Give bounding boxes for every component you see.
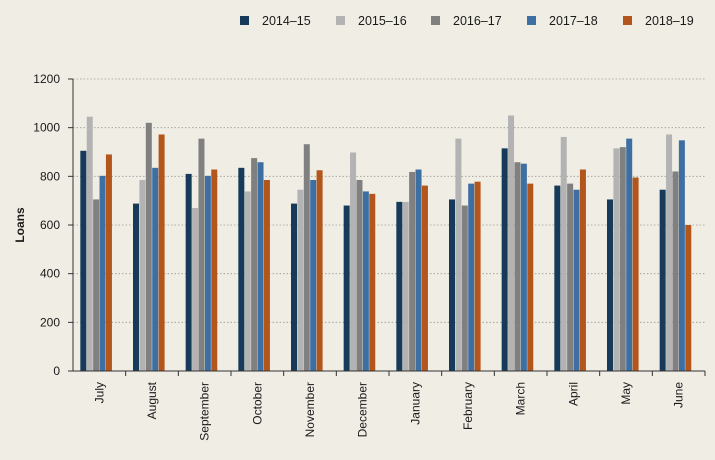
bar-2014–15-October: [238, 167, 245, 371]
bar-2014–15-May: [607, 199, 613, 371]
bar-2015–16-October: [244, 191, 251, 371]
x-tick-label: April: [566, 382, 580, 406]
bar-2018–19-August: [158, 134, 165, 371]
bar-2014–15-August: [133, 203, 139, 371]
bar-2015–16-March: [508, 115, 515, 371]
bar-2017–18-July: [99, 175, 106, 371]
bar-2014–15-December: [343, 205, 350, 371]
bar-2018–19-September: [211, 169, 218, 371]
bar-2017–18-April: [573, 189, 580, 371]
legend-label: 2018–19: [645, 14, 694, 28]
y-tick-label: 800: [40, 169, 60, 183]
bar-2018–19-January: [421, 185, 428, 371]
bar-2014–15-March: [501, 148, 508, 371]
bar-2014–15-November: [291, 203, 297, 371]
bar-2015–16-May: [613, 148, 620, 371]
bar-2018–19-May: [632, 177, 639, 371]
bar-2015–16-April: [560, 136, 567, 371]
bar-2015–16-August: [139, 179, 146, 371]
bar-2014–15-April: [554, 185, 561, 371]
bar-2016–17-July: [93, 199, 100, 371]
bar-2016–17-February: [461, 205, 468, 371]
bar-2017–18-January: [415, 169, 422, 371]
bar-2017–18-May: [626, 138, 633, 371]
bar-2017–18-November: [310, 179, 317, 371]
y-tick-label: 200: [40, 315, 60, 329]
bar-2015–16-February: [455, 138, 462, 371]
bar-2016–17-September: [198, 138, 205, 371]
bar-2017–18-June: [678, 140, 685, 371]
x-tick-label: December: [356, 382, 370, 437]
bar-2017–18-December: [362, 191, 369, 371]
legend-swatch: [623, 16, 632, 25]
bar-2017–18-March: [520, 163, 527, 371]
bar-2015–16-January: [402, 201, 409, 371]
x-tick-label: October: [250, 382, 264, 425]
bar-2016–17-December: [356, 179, 363, 371]
x-tick-labels: July August September October November Decemb…: [92, 381, 685, 440]
bar-2018–19-March: [527, 183, 534, 371]
x-tick-label: January: [408, 382, 422, 425]
bar-2016–17-August: [145, 122, 152, 371]
gridlines: [73, 78, 705, 323]
bar-2018–19-July: [105, 154, 112, 371]
y-tick-label: 600: [40, 218, 60, 232]
bar-2017–18-October: [257, 162, 264, 371]
x-tick-label: March: [514, 382, 528, 415]
x-tick-label: July: [92, 382, 106, 403]
bar-2014–15-June: [659, 189, 666, 371]
bar-2016–17-March: [514, 162, 521, 371]
legend: 2014–15 2015–16 2016–17 2017–18 2018–19: [240, 14, 694, 28]
bar-2018–19-April: [579, 169, 586, 371]
bar-2014–15-February: [449, 199, 455, 371]
legend-label: 2017–18: [549, 14, 598, 28]
bar-2018–19-June: [685, 225, 692, 371]
bar-2018–19-November: [316, 170, 323, 371]
legend-label: 2016–17: [453, 14, 502, 28]
legend-swatch: [527, 16, 536, 25]
bar-2015–16-June: [666, 134, 673, 371]
legend-label: 2014–15: [262, 14, 311, 28]
legend-swatch: [336, 16, 345, 25]
bar-2015–16-December: [350, 152, 357, 371]
bars: [80, 115, 692, 371]
y-tick-label: 1200: [33, 72, 60, 86]
y-tick-label: 400: [40, 267, 60, 281]
bar-2017–18-August: [152, 167, 159, 371]
legend-label: 2015–16: [358, 14, 407, 28]
bar-2014–15-September: [185, 173, 192, 371]
x-tick-label: June: [672, 382, 686, 408]
axes: [68, 78, 706, 376]
bar-2015–16-September: [192, 207, 199, 371]
bar-2016–17-October: [251, 158, 258, 371]
bar-2015–16-November: [297, 189, 304, 371]
bar-2018–19-February: [474, 181, 481, 371]
x-tick-label: November: [303, 382, 317, 437]
bar-2016–17-May: [619, 147, 626, 371]
bar-2016–17-June: [672, 171, 679, 371]
y-tick-labels: 0 200 400 600 800 1000 1200: [33, 72, 60, 378]
legend-swatch: [431, 16, 440, 25]
y-tick-label: 0: [53, 364, 60, 378]
x-tick-label: May: [619, 382, 633, 405]
x-tick-label: September: [198, 382, 212, 441]
y-axis-title: Loans: [13, 207, 27, 243]
bar-2018–19-October: [263, 179, 270, 371]
x-tick-label: August: [145, 381, 159, 419]
x-tick-label: February: [461, 382, 475, 430]
bar-2014–15-July: [80, 150, 87, 371]
legend-swatch: [240, 16, 249, 25]
bar-2014–15-January: [396, 201, 403, 371]
bar-2017–18-February: [468, 183, 475, 371]
bar-2016–17-April: [567, 183, 574, 371]
bar-2016–17-January: [409, 171, 416, 371]
bar-2015–16-July: [86, 116, 93, 371]
bar-2016–17-November: [303, 144, 310, 371]
bar-2018–19-December: [369, 193, 376, 371]
y-tick-label: 1000: [33, 121, 60, 135]
bar-2017–18-September: [204, 175, 211, 371]
